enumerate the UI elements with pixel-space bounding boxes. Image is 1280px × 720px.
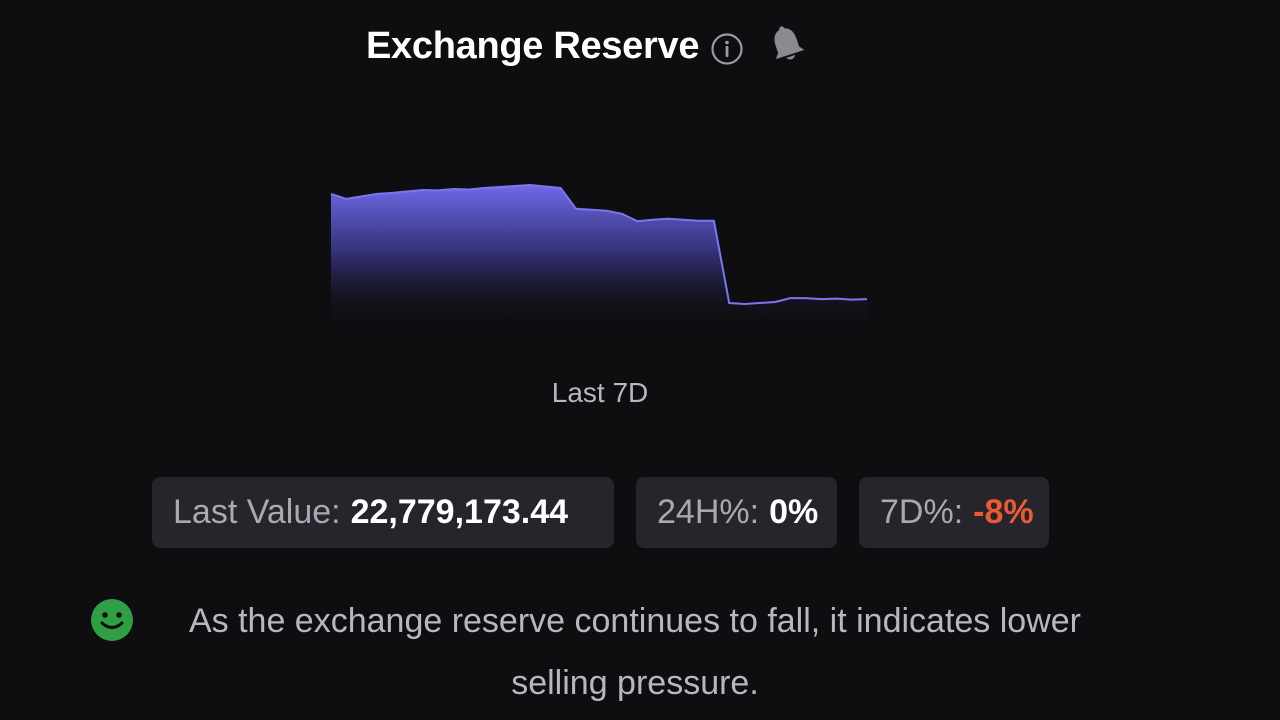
insight-note: As the exchange reserve continues to fal… <box>90 596 1130 714</box>
change-24h-label: 24H%: <box>657 493 760 531</box>
smiley-icon <box>91 599 133 641</box>
stats-row: Last Value: 22,779,173.44 24H%: 0% 7D%: … <box>152 477 1049 548</box>
period-label: Last 7D <box>551 377 649 408</box>
change-24h-stat: 24H%: 0% <box>636 477 837 548</box>
change-7d-stat: 7D%: -8% <box>859 477 1049 548</box>
change-7d-value: -8% <box>973 493 1034 531</box>
change-24h-value: 0% <box>769 493 819 531</box>
info-icon[interactable] <box>711 33 743 65</box>
insight-text: As the exchange reserve continues to fal… <box>188 602 1082 702</box>
reserve-chart <box>330 183 868 330</box>
header: Exchange Reserve <box>366 22 807 70</box>
last-value-stat: Last Value: 22,779,173.44 <box>152 477 614 548</box>
chart-line <box>330 183 868 306</box>
last-value-label: Last Value: <box>173 493 341 531</box>
bell-icon[interactable] <box>767 23 807 67</box>
change-7d-label: 7D%: <box>880 493 964 531</box>
chart-area <box>331 185 867 330</box>
page-title: Exchange Reserve <box>366 25 700 67</box>
last-value: 22,779,173.44 <box>350 493 569 531</box>
